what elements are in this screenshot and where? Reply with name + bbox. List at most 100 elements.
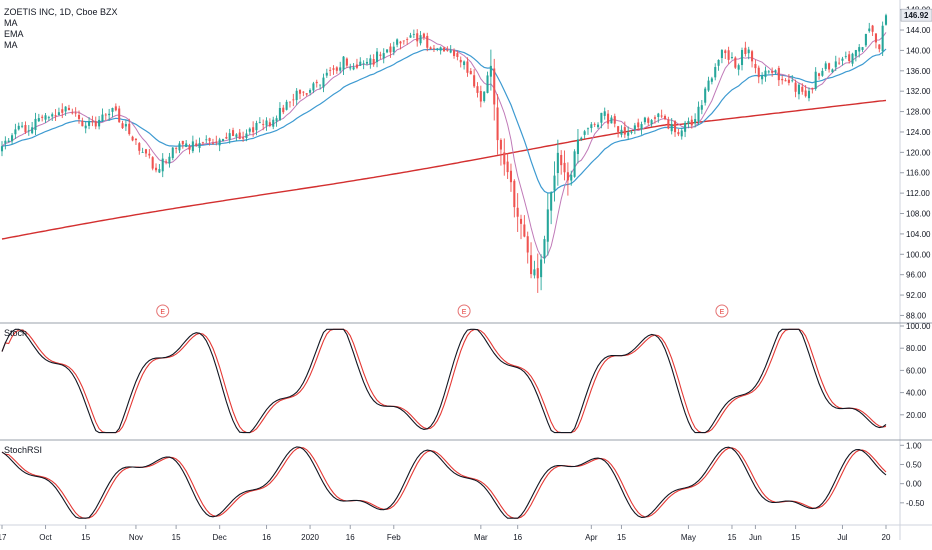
candle-body [694,119,697,124]
time-axis: 17 Oct 15 Nov 15 Dec 16 2020 16 Feb Mar 16 Apr 15 May 1… [0,525,891,542]
price-tick-label: 116.00 [906,169,930,178]
candle-body [530,255,533,275]
candle-body [540,259,543,278]
candle-body [34,118,37,131]
candle-body [399,41,402,44]
price-tick-label: 88.00 [906,311,927,320]
candle-body [138,143,141,151]
candle-body [205,139,208,141]
candle-body [493,68,496,105]
candle-body [787,79,790,83]
candle-body [489,65,492,77]
candle-body [252,127,255,133]
candle-body [864,33,867,46]
candle-body [566,172,569,181]
candle-body [215,141,218,143]
candle-body [429,47,432,50]
candle-body [499,139,502,150]
candle-body [265,120,268,126]
candle-body [817,73,821,76]
candle-body [292,99,295,101]
candle-body [714,67,717,78]
candle-body [583,131,586,135]
candle-body [841,58,844,61]
candle-body [871,25,874,32]
candle-body [821,70,824,76]
price-tick-label: 100.00 [906,250,931,259]
candle-body [550,192,553,211]
stoch-tick-label: 80.00 [906,344,927,353]
stochrsi-main-line [1,446,887,519]
candle-body [650,120,653,125]
candle-body [724,50,727,54]
candle-body [238,132,241,139]
candle-body [513,180,516,208]
candle-body [697,106,700,122]
candle-body [727,50,730,60]
candle-body [874,33,877,43]
candle-body [797,84,800,95]
candle-body [77,114,81,119]
candle-body [71,112,74,114]
candle-body [11,135,14,142]
candle-body [332,68,335,70]
candle-body [272,119,275,127]
candle-body [463,61,466,66]
stochrsi-tick-label: -0.50 [906,499,925,508]
time-tick-label: 15 [617,533,626,542]
candle-body [446,50,449,51]
candle-body [235,134,238,137]
candle-body [868,28,871,32]
earnings-marker-label: E [720,309,725,316]
time-tick-label: 20 [882,533,891,542]
candle-body [14,129,17,135]
candle-body [144,149,148,154]
candle-body [322,77,325,88]
candle-body [560,155,563,166]
candle-body [342,56,345,70]
candle-body [51,114,54,117]
candle-body [861,47,864,50]
candle-body [158,169,161,173]
candle-body [27,130,30,132]
candle-body [807,90,811,99]
candle-body [31,127,34,134]
candle-body [255,122,258,131]
candle-body [469,70,472,75]
candle-body [21,125,24,127]
candle-body [128,123,131,135]
candle-body [516,207,519,217]
candle-body [851,53,854,64]
candle-body [211,143,214,144]
price-tick-label: 124.00 [906,128,931,137]
candle-body [329,69,332,71]
candle-body [134,138,137,141]
candle-body [690,119,693,126]
candle-body [151,157,154,169]
candle-body [349,67,352,69]
candle-body [710,78,713,82]
stochrsi-pane: 1.00 0.50 0.00 -0.50 [1,441,925,519]
candle-body [620,129,623,135]
candle-body [496,107,499,141]
candle-body [118,108,121,123]
candle-body [700,105,703,110]
candle-body [319,84,322,86]
candle-body [466,61,469,73]
candle-body [771,71,774,73]
candle-body [824,63,827,69]
candle-body [225,136,228,139]
candle-body [486,75,489,93]
candle-body [523,224,526,237]
candle-body [372,59,375,65]
candle-body [603,111,606,116]
candle-body [503,152,506,165]
time-tick-label: 16 [513,533,522,542]
candle-body [302,91,305,93]
price-tick-label: 128.00 [906,108,931,117]
candle-body [828,63,831,70]
candle-body [740,50,744,66]
candle-body [54,115,57,117]
stochrsi-tick-label: 1.00 [906,441,922,450]
candle-body [201,142,204,144]
